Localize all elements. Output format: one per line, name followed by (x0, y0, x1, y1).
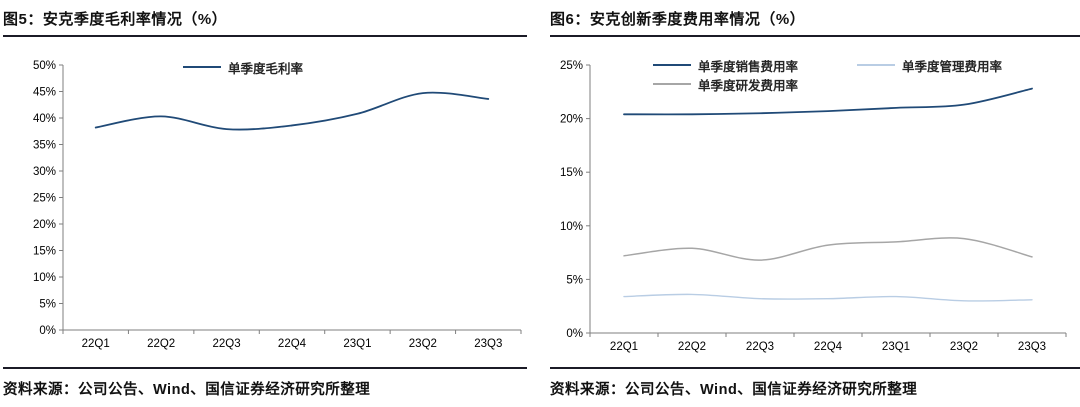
figure-5-panel: 图5：安克季度毛利率情况（%） 0% 5% 10% 15% 20% 25% 30% 35% 40… (3, 0, 527, 407)
y-tick-label: 40% (33, 113, 56, 125)
y-tick-label: 50% (33, 60, 56, 72)
x-tick-label: 22Q3 (213, 338, 241, 350)
expense-ratio-line-chart: 0% 5% 10% 15% 20% 25% 22Q1 22Q2 22Q3 22Q4 23Q1 23Q2… (560, 60, 1067, 353)
figure-6-chart-area: 0% 5% 10% 15% 20% 25% 22Q1 22Q2 22Q3 22Q4 23Q1 23Q2… (550, 37, 1080, 359)
legend-label: 单季度毛利率 (228, 61, 304, 76)
x-tick-label: 22Q1 (610, 341, 638, 353)
legend-line-swatch (653, 83, 691, 85)
y-tick-label: 5% (39, 299, 56, 311)
y-tick-label: 25% (33, 193, 56, 205)
figure-5-chart-area: 0% 5% 10% 15% 20% 25% 30% 35% 40% 45% 50% 22Q1 22Q2 2… (3, 37, 527, 359)
figure-5-source: 资料来源：公司公告、Wind、国信证券经济研究所整理 (3, 367, 527, 399)
legend-item-1: 单季度研发费用率 (653, 76, 857, 93)
x-tick-label: 23Q1 (882, 341, 910, 353)
legend-item-2: 单季度管理费用率 (857, 57, 1003, 74)
legend-label: 单季度研发费用率 (698, 78, 799, 93)
series-line-0 (94, 91, 490, 131)
figure-6-source: 资料来源：公司公告、Wind、国信证券经济研究所整理 (550, 367, 1080, 399)
legend-line-swatch (183, 66, 221, 68)
x-tick-label: 22Q2 (147, 338, 175, 350)
y-tick-label: 0% (39, 325, 56, 337)
figure-5-legend: 单季度毛利率 (183, 59, 387, 76)
legend-label: 单季度销售费用率 (698, 59, 799, 74)
x-tick-label: 23Q2 (950, 341, 978, 353)
x-tick-label: 23Q3 (1018, 341, 1046, 353)
y-tick-label: 15% (33, 246, 56, 258)
legend-column: 单季度管理费用率 (857, 57, 1002, 92)
y-tick-label: 20% (560, 114, 583, 126)
x-tick-label: 23Q2 (409, 338, 437, 350)
y-tick-label: 15% (560, 167, 583, 179)
y-tick-label: 20% (33, 219, 56, 231)
y-tick-label: 30% (33, 166, 56, 178)
series-line-1 (623, 237, 1033, 261)
x-tick-label: 23Q1 (343, 338, 371, 350)
figure-6-legend: 单季度销售费用率 单季度研发费用率 单季度管理费用率 (653, 57, 1002, 93)
x-tick-label: 22Q4 (814, 341, 843, 353)
series-line-0 (623, 87, 1033, 116)
legend-label: 单季度管理费用率 (902, 59, 1003, 74)
x-tick-label: 22Q3 (746, 341, 774, 353)
gross-margin-line-chart: 0%5%10%15%20%25%30%35%40%45%50%22Q1 22Q2 2… (33, 60, 522, 350)
legend-column: 单季度销售费用率 单季度研发费用率 (653, 57, 857, 93)
legend-item-0: 单季度毛利率 (183, 59, 387, 76)
y-tick-label: 10% (33, 272, 56, 284)
x-tick-label: 22Q2 (678, 341, 706, 353)
y-tick-label: 5% (566, 274, 583, 286)
figure-5-title: 图5：安克季度毛利率情况（%） (3, 0, 527, 37)
x-axis: 22Q1 22Q2 22Q3 22Q4 23Q1 23Q2 23Q3 (62, 329, 522, 350)
y-tick-label: 10% (560, 221, 583, 233)
y-axis: 0% 5% 10% 15% 20% 25% 30% 35% 40% 45% 50% (33, 60, 64, 337)
y-tick-label: 25% (560, 60, 583, 72)
legend-column: 单季度毛利率 (183, 59, 387, 76)
series-line-2 (623, 293, 1033, 302)
legend-line-swatch (857, 64, 895, 66)
figure-6-panel: 图6：安克创新季度费用率情况（%） 0% 5% 10% 15% 20% 25% 22Q1 22… (550, 0, 1080, 407)
y-tick-label: 0% (566, 328, 583, 340)
x-tick-label: 22Q1 (82, 338, 110, 350)
x-axis: 22Q1 22Q2 22Q3 22Q4 23Q1 23Q2 23Q3 (589, 332, 1067, 353)
y-axis: 0% 5% 10% 15% 20% 25% (560, 60, 591, 340)
legend-line-swatch (653, 64, 691, 66)
x-tick-label: 22Q4 (278, 338, 307, 350)
y-tick-label: 45% (33, 87, 56, 99)
figure-6-title: 图6：安克创新季度费用率情况（%） (550, 0, 1080, 37)
x-tick-label: 23Q3 (474, 338, 502, 350)
y-tick-label: 35% (33, 140, 56, 152)
legend-item-0: 单季度销售费用率 (653, 57, 857, 74)
